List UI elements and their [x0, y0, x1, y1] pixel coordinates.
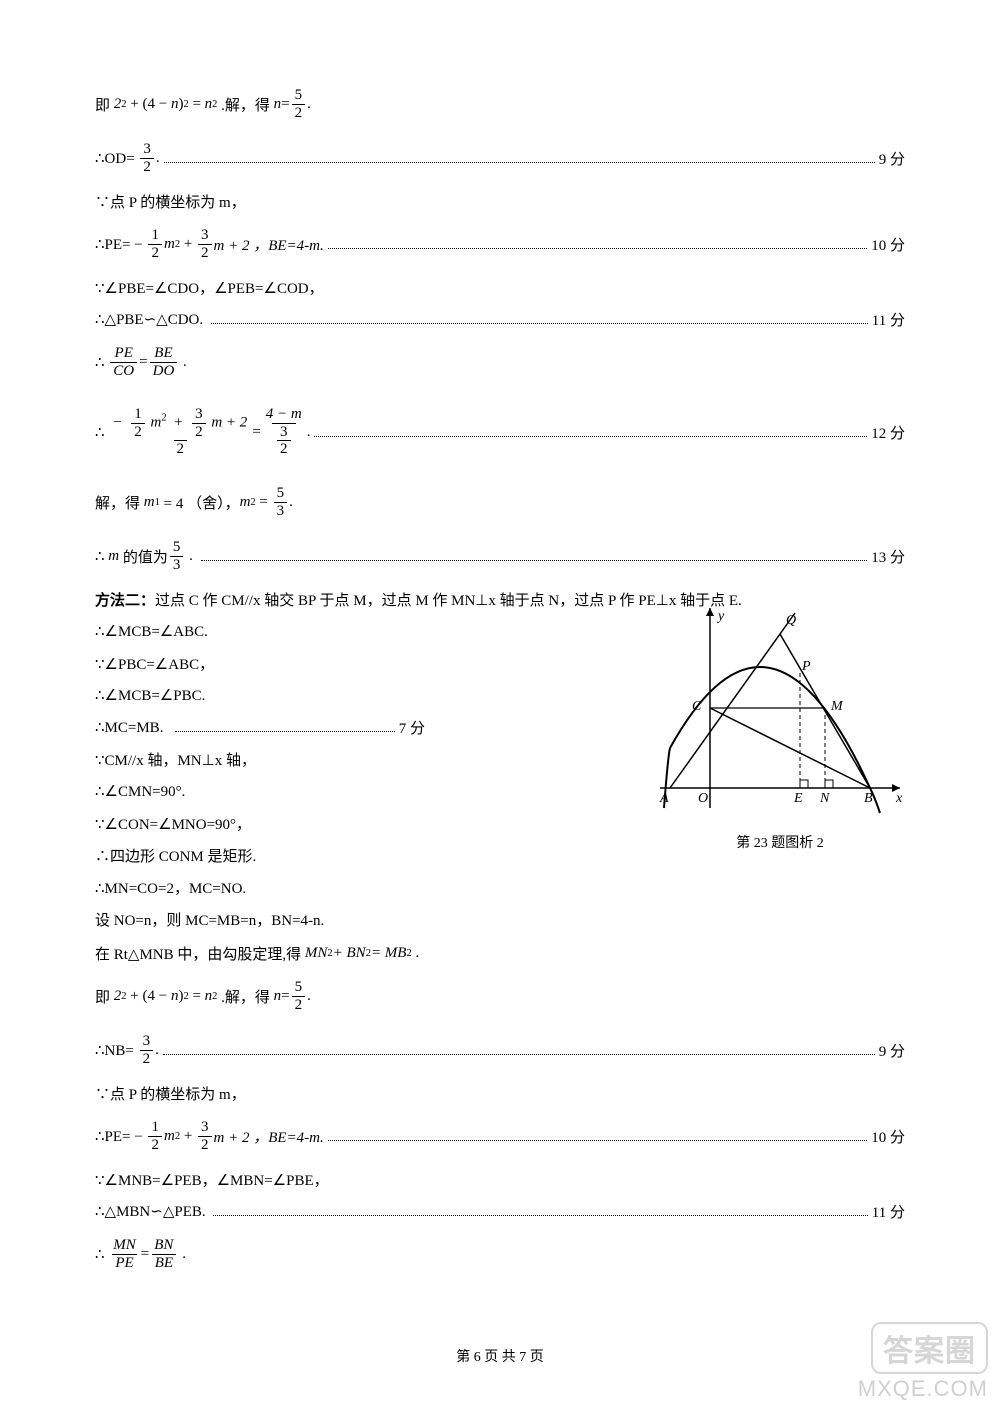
score-label: 9 分	[879, 1040, 905, 1061]
fraction: 53	[274, 485, 288, 519]
fraction: 32	[198, 227, 212, 261]
text: +	[180, 236, 196, 253]
equation-line: 在 Rt△MNB 中，由勾股定理,得 MN2 + BN2 = MB2 .	[95, 940, 905, 966]
equation-line: ∴NB= 32 . 9 分	[95, 1026, 905, 1074]
score-label: 13 分	[871, 546, 905, 567]
text-line: ∵∠PBE=∠CDO，∠PEB=∠COD，	[95, 274, 905, 300]
point-p: P	[801, 659, 811, 674]
equation-line: ∴PE= − 12 m2 + 32 m + 2 ，BE=4-m. 10 分	[95, 1112, 905, 1160]
watermark-top: 答案圈	[871, 1322, 988, 1374]
text-line: ∴△PBE∽△CDO. 11 分	[95, 306, 905, 332]
watermark-bottom: MXQE.COM	[858, 1376, 988, 1401]
score-label: 11 分	[872, 1201, 905, 1222]
text-line: ∴MN=CO=2，MC=NO.	[95, 874, 905, 900]
watermark: 答案圈 MXQE.COM	[858, 1322, 988, 1402]
score-label: 12 分	[871, 422, 905, 443]
leader-dots	[175, 722, 395, 733]
text: ∴OD=	[95, 149, 138, 168]
text-line: ∴MC=MB. 7 分	[95, 714, 425, 740]
fraction: 12	[148, 227, 162, 261]
score-label: 9 分	[879, 148, 905, 169]
axis-y-label: y	[716, 609, 725, 624]
operator: =	[139, 354, 147, 371]
equation-line: ∴ m 的值为 53 . 13 分	[95, 532, 905, 580]
equation-line: ∴OD= 32 . 9 分	[95, 134, 905, 182]
leader-dots	[164, 153, 875, 164]
leader-dots	[213, 1206, 867, 1217]
var: n	[274, 96, 282, 113]
equation-line: ∴PE= − 12 m2 + 32 m + 2 ，BE=4-m. 10 分	[95, 220, 905, 268]
score-label: 7 分	[399, 717, 425, 738]
point-e: E	[793, 791, 803, 806]
point-o: O	[698, 791, 708, 806]
score-label: 10 分	[871, 1126, 905, 1147]
fraction: 53	[170, 539, 184, 573]
point-q: Q	[786, 613, 796, 628]
var: n	[171, 96, 179, 113]
axis-x-label: x	[895, 791, 903, 806]
text: + (4 −	[127, 96, 171, 113]
point-a: A	[659, 791, 669, 806]
equation-line: ∴ − 12 m2 + 32 m + 2 2 = 4 − m 32 . 12 分	[95, 392, 905, 472]
fraction: BEDO	[150, 345, 178, 379]
text: ∴	[95, 547, 108, 566]
fraction: PECO	[110, 345, 137, 379]
point-n: N	[819, 791, 830, 806]
text: .	[179, 354, 187, 371]
score-label: 11 分	[872, 309, 905, 330]
equation-line: ∴ PECO = BEDO .	[95, 338, 905, 386]
leader-dots	[328, 1131, 867, 1142]
score-label: 10 分	[871, 234, 905, 255]
text-line: 设 NO=n，则 MC=MB=n，BN=4-n.	[95, 906, 905, 932]
operator: =	[252, 424, 260, 441]
text: =	[189, 96, 205, 113]
text-line: ∵点 P 的横坐标为 m，	[95, 188, 905, 214]
text: 解，得	[95, 492, 144, 513]
fraction: 32	[140, 141, 154, 175]
equation-line: ∴ MNPE = BNBE .	[95, 1230, 905, 1278]
text-line: ∵∠MNB=∠PEB，∠MBN=∠PBE，	[95, 1166, 905, 1192]
text: ∴	[95, 423, 108, 442]
text-line: ∴△MBN∽△PEB. 11 分	[95, 1198, 905, 1224]
point-c: C	[692, 699, 702, 714]
var: n	[205, 96, 213, 113]
leader-dots	[201, 551, 868, 562]
text: ∴	[95, 353, 108, 372]
fraction: 52	[292, 87, 306, 121]
text: 即	[95, 94, 114, 115]
leader-dots	[211, 314, 868, 325]
figure-caption: 第 23 题图析 2	[650, 832, 910, 852]
var: m	[164, 236, 175, 253]
equation-line: 解，得 m1 = 4 （舍）， m2 = 53 .	[95, 478, 905, 526]
leader-dots	[328, 239, 867, 250]
text: ∴PE= −	[95, 235, 146, 254]
point-m: M	[830, 699, 844, 714]
fraction: − 12 m2 + 32 m + 2 2	[110, 406, 250, 458]
parabola-diagram-svg: y x Q P M C A O E N B	[650, 598, 910, 828]
leader-dots	[163, 1045, 875, 1056]
fraction: 4 − m 32	[263, 406, 305, 458]
figure-parabola: y x Q P M C A O E N B 第 23 题图析 2	[650, 598, 910, 852]
point-b: B	[864, 791, 873, 806]
var: 2	[114, 96, 122, 113]
page-footer: 第 6 页 共 7 页	[0, 1346, 1000, 1366]
equation-line: 即 22 + (4 − n )2 = n2 .解，得 n = 52 .	[95, 80, 905, 128]
var: m + 2 ，BE=4-m.	[214, 234, 324, 255]
text-line: ∵点 P 的横坐标为 m，	[95, 1080, 905, 1106]
text: .解，得	[217, 94, 273, 115]
operator: =	[281, 96, 289, 113]
leader-dots	[314, 427, 867, 438]
equation-line: 即 22 + (4 − n )2 = n2 .解，得 n = 52 .	[95, 972, 905, 1020]
